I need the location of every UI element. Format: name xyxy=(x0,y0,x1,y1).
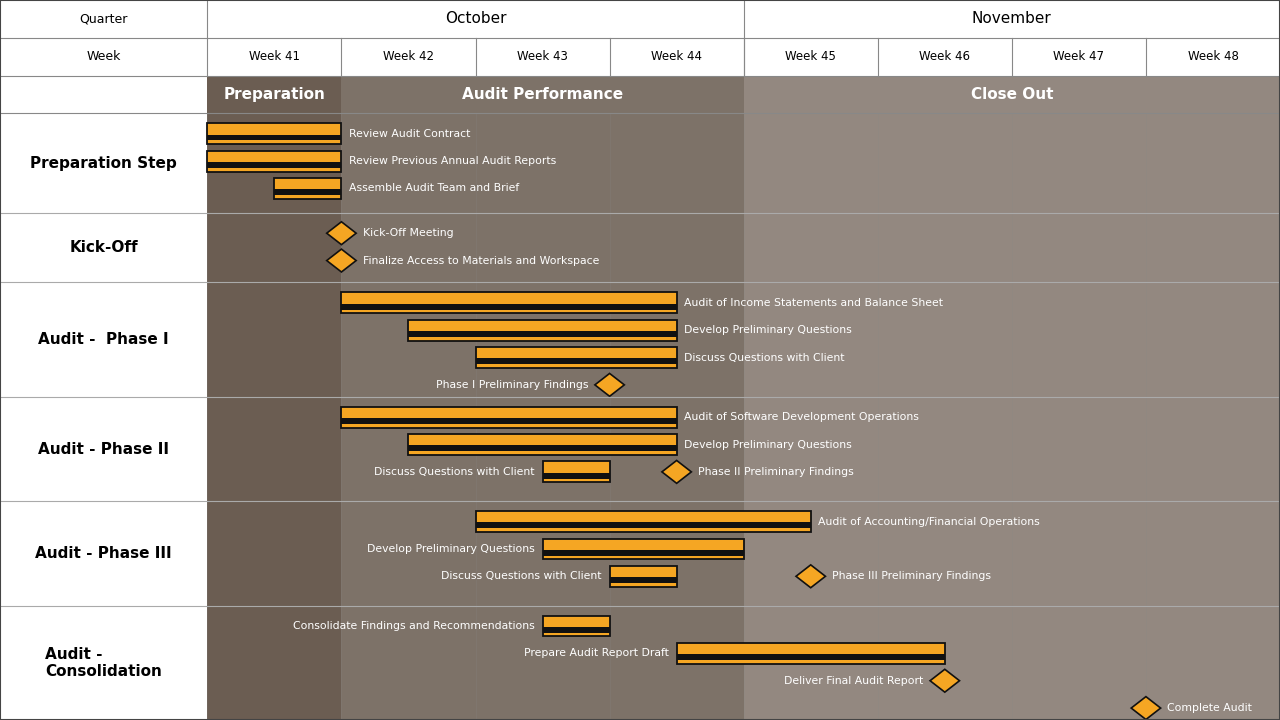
Bar xyxy=(207,113,342,720)
Text: Week 45: Week 45 xyxy=(786,50,836,63)
Text: Phase I Preliminary Findings: Phase I Preliminary Findings xyxy=(436,380,589,390)
Text: Week 41: Week 41 xyxy=(248,50,300,63)
Text: Phase II Preliminary Findings: Phase II Preliminary Findings xyxy=(698,467,854,477)
Text: Week: Week xyxy=(87,50,120,63)
Bar xyxy=(543,616,609,636)
Text: Audit of Income Statements and Balance Sheet: Audit of Income Statements and Balance S… xyxy=(685,298,943,308)
Bar xyxy=(543,473,609,479)
Bar xyxy=(476,347,677,368)
Text: Complete Audit: Complete Audit xyxy=(1167,703,1252,713)
Text: Audit of Accounting/Financial Operations: Audit of Accounting/Financial Operations xyxy=(818,517,1041,526)
Bar xyxy=(408,434,677,455)
Text: Week 44: Week 44 xyxy=(652,50,703,63)
Bar xyxy=(342,418,677,424)
Bar xyxy=(207,123,342,144)
Polygon shape xyxy=(662,461,691,483)
Bar xyxy=(0,0,1280,37)
Bar xyxy=(677,643,945,664)
Text: Audit Performance: Audit Performance xyxy=(462,87,623,102)
Bar xyxy=(0,37,1280,76)
Polygon shape xyxy=(326,249,356,272)
Text: Phase III Preliminary Findings: Phase III Preliminary Findings xyxy=(832,571,991,581)
Bar xyxy=(543,539,744,559)
Bar xyxy=(342,76,744,113)
Bar xyxy=(274,189,342,195)
Bar xyxy=(207,162,342,168)
Text: Finalize Access to Materials and Workspace: Finalize Access to Materials and Workspa… xyxy=(362,256,599,266)
Text: Audit of Software Development Operations: Audit of Software Development Operations xyxy=(685,412,919,422)
Text: Audit -  Phase I: Audit - Phase I xyxy=(38,332,169,347)
Bar xyxy=(342,113,744,720)
Text: Review Audit Contract: Review Audit Contract xyxy=(349,129,471,139)
Bar xyxy=(342,407,677,428)
Bar xyxy=(543,550,744,556)
Text: Quarter: Quarter xyxy=(79,12,128,25)
Bar xyxy=(0,113,207,720)
Bar xyxy=(677,654,945,660)
Text: October: October xyxy=(444,12,507,27)
Text: Prepare Audit Report Draft: Prepare Audit Report Draft xyxy=(524,649,669,658)
Text: Discuss Questions with Client: Discuss Questions with Client xyxy=(442,571,602,581)
Bar xyxy=(408,331,677,337)
Polygon shape xyxy=(595,374,625,396)
Text: Audit -
Consolidation: Audit - Consolidation xyxy=(45,647,163,679)
Polygon shape xyxy=(326,222,356,245)
Bar xyxy=(744,76,1280,113)
Bar xyxy=(342,304,677,310)
Bar xyxy=(207,76,342,113)
Text: Week 42: Week 42 xyxy=(383,50,434,63)
Text: Week 47: Week 47 xyxy=(1053,50,1105,63)
Text: Close Out: Close Out xyxy=(970,87,1053,102)
Text: Kick-Off: Kick-Off xyxy=(69,240,138,255)
Bar xyxy=(274,178,342,199)
Polygon shape xyxy=(1132,697,1161,719)
Bar xyxy=(408,446,677,451)
Text: Develop Preliminary Questions: Develop Preliminary Questions xyxy=(685,325,852,336)
Text: Week 46: Week 46 xyxy=(919,50,970,63)
Text: Preparation: Preparation xyxy=(224,87,325,102)
Bar xyxy=(476,359,677,364)
Polygon shape xyxy=(931,670,960,692)
Bar xyxy=(207,135,342,140)
Text: Review Previous Annual Audit Reports: Review Previous Annual Audit Reports xyxy=(349,156,557,166)
Text: Develop Preliminary Questions: Develop Preliminary Questions xyxy=(367,544,535,554)
Text: Week 43: Week 43 xyxy=(517,50,568,63)
Text: Assemble Audit Team and Brief: Assemble Audit Team and Brief xyxy=(349,184,520,194)
Bar xyxy=(609,577,677,583)
Text: Week 48: Week 48 xyxy=(1188,50,1238,63)
Bar xyxy=(744,113,1280,720)
Bar xyxy=(476,511,810,532)
Text: Develop Preliminary Questions: Develop Preliminary Questions xyxy=(685,439,852,449)
Text: Kick-Off Meeting: Kick-Off Meeting xyxy=(362,228,453,238)
Bar xyxy=(408,320,677,341)
Text: Discuss Questions with Client: Discuss Questions with Client xyxy=(685,353,845,362)
Text: Discuss Questions with Client: Discuss Questions with Client xyxy=(374,467,535,477)
Text: Audit - Phase II: Audit - Phase II xyxy=(38,441,169,456)
Text: Preparation Step: Preparation Step xyxy=(31,156,177,171)
Text: Consolidate Findings and Recommendations: Consolidate Findings and Recommendations xyxy=(293,621,535,631)
Text: Audit - Phase III: Audit - Phase III xyxy=(36,546,172,561)
Bar xyxy=(476,523,810,528)
Bar xyxy=(342,292,677,313)
Text: Deliver Final Audit Report: Deliver Final Audit Report xyxy=(785,675,924,685)
Polygon shape xyxy=(796,565,826,588)
Text: November: November xyxy=(972,12,1052,27)
Bar xyxy=(207,150,342,171)
Bar xyxy=(543,627,609,633)
Bar xyxy=(0,0,1280,113)
Bar xyxy=(543,462,609,482)
Bar xyxy=(609,566,677,587)
